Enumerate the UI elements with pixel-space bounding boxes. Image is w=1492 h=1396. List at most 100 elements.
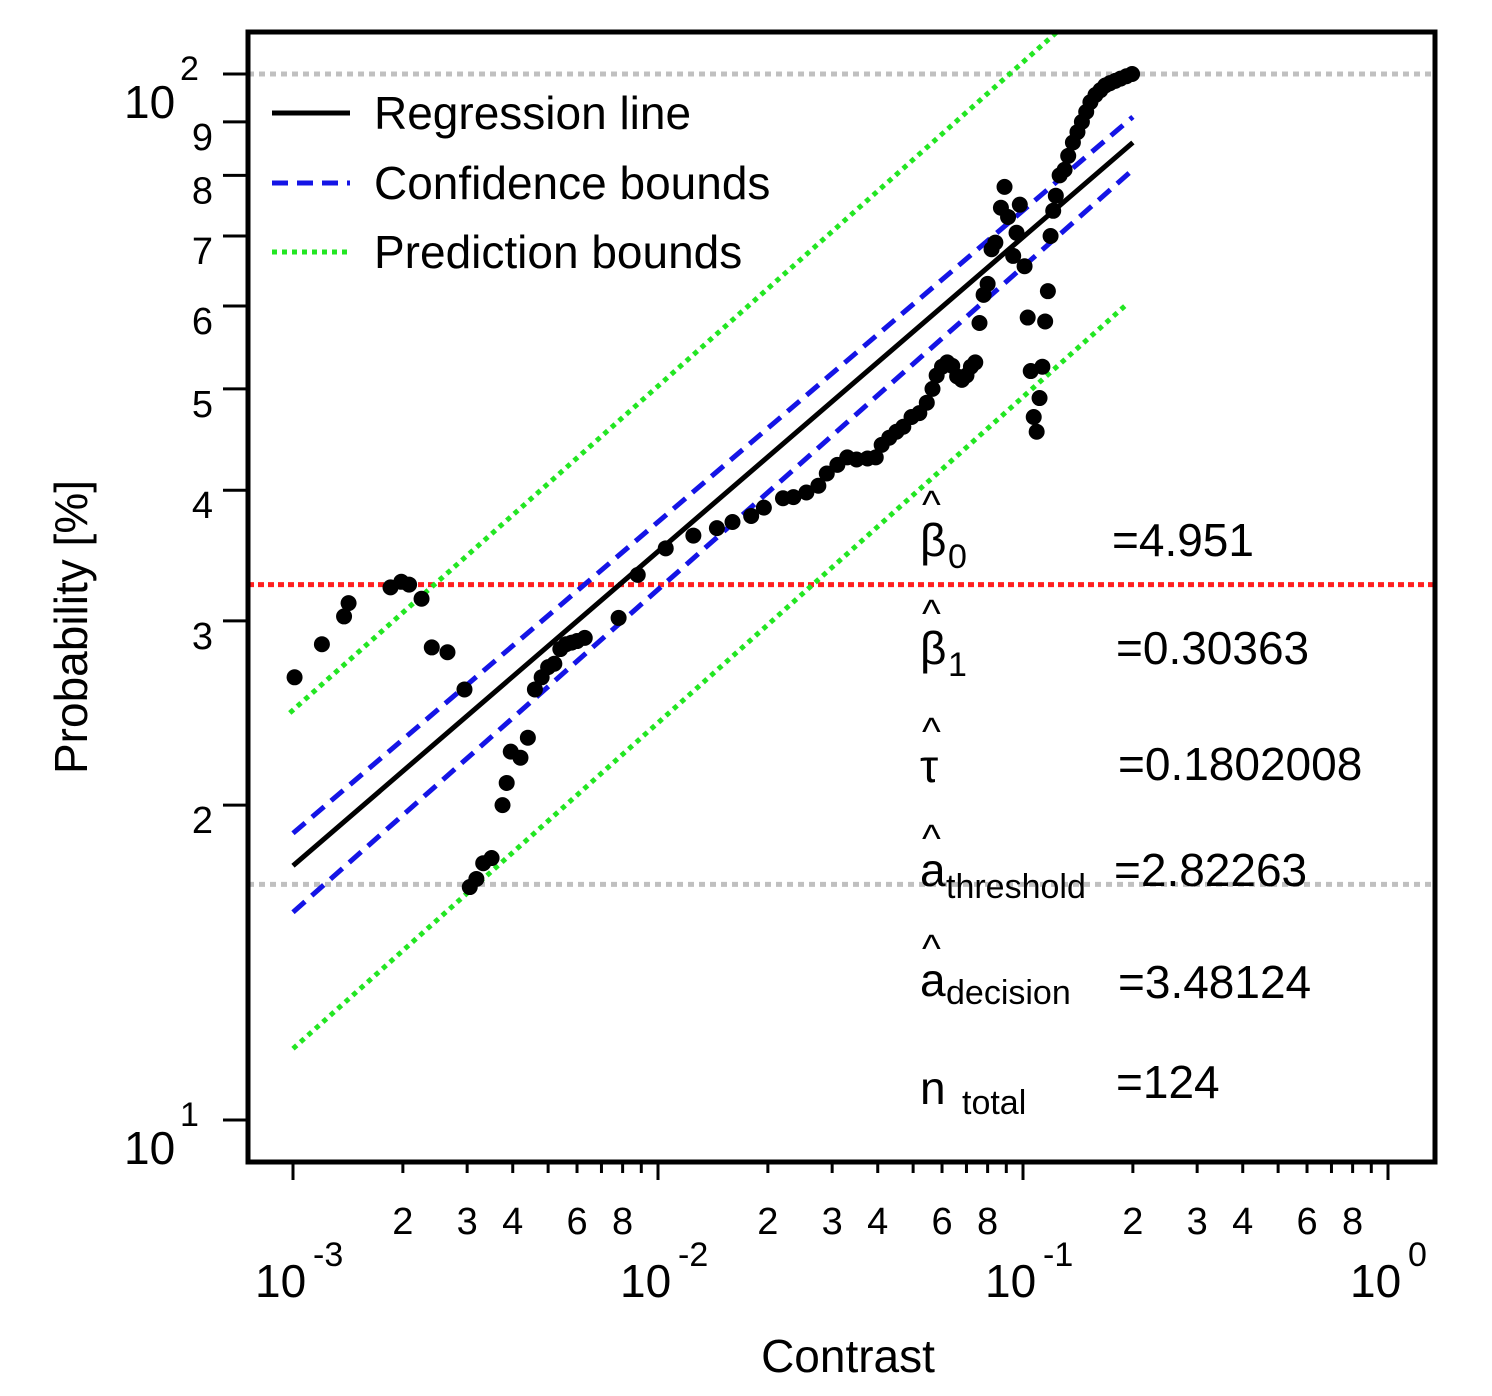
data-point-66 [979, 275, 996, 292]
confidence-lower-line [291, 167, 1135, 915]
data-point-88 [1056, 161, 1073, 178]
data-point-46 [867, 449, 884, 466]
data-point-35 [743, 507, 760, 524]
data-point-8 [423, 639, 440, 656]
data-point-74 [1011, 196, 1028, 213]
data-point-30 [629, 566, 646, 583]
data-point-18 [512, 749, 529, 766]
x-minor-label-1: 3 [457, 1201, 478, 1243]
beta0-symbol: β [920, 514, 946, 566]
data-point-12 [468, 870, 485, 887]
y-minor-label-6: 8 [192, 170, 213, 212]
x-minor-label-2: 4 [502, 1201, 523, 1243]
data-point-32 [685, 527, 702, 544]
x-minor-label-14: 8 [1342, 1201, 1363, 1243]
legend-label-regression: Regression line [374, 87, 691, 139]
beta1-subscript: 1 [948, 646, 967, 684]
data-point-80 [1031, 390, 1048, 407]
data-point-75 [1016, 258, 1033, 275]
data-point-31 [657, 540, 674, 557]
x-minor-label-8: 6 [931, 1201, 952, 1243]
x-minor-label-13: 6 [1296, 1201, 1317, 1243]
x-decade-exponent-3: 0 [1408, 1236, 1427, 1274]
tau-symbol: τ [920, 740, 938, 792]
a-decision-value: =3.48124 [1118, 956, 1311, 1008]
a-threshold-value: =2.82263 [1114, 844, 1307, 896]
regression-line [291, 140, 1135, 868]
data-point-6 [401, 576, 418, 593]
a-threshold-subscript: threshold [946, 868, 1086, 906]
data-point-72 [1005, 247, 1022, 264]
data-point-76 [1019, 309, 1036, 326]
y-axis-label: Probability [%] [45, 480, 97, 774]
y-decade-exponent-0: 1 [180, 1096, 199, 1134]
data-point-70 [996, 178, 1013, 195]
data-point-86 [1047, 187, 1064, 204]
data-point-85 [1045, 202, 1062, 219]
y-decade-exponent-1: 2 [180, 50, 199, 88]
data-point-89 [1060, 147, 1077, 164]
tau-value: =0.1802008 [1118, 738, 1362, 790]
x-axis: 10 -3 10 -2 10 -1 10 02 3 4 6 8 2 3 4 6 8 2 3 4 6 8 [255, 1162, 1427, 1307]
x-minor-label-7: 4 [867, 1201, 888, 1243]
y-minor-label-7: 9 [192, 117, 213, 159]
data-point-2 [336, 608, 353, 625]
data-point-79 [1028, 423, 1045, 440]
data-point-36 [755, 499, 772, 516]
x-minor-label-5: 2 [757, 1201, 778, 1243]
data-point-82 [1037, 313, 1054, 330]
data-point-9 [439, 644, 456, 661]
x-minor-label-3: 6 [566, 1201, 587, 1243]
data-point-29 [610, 609, 627, 626]
data-point-16 [498, 774, 515, 791]
x-decade-exponent-0: -3 [313, 1236, 343, 1274]
data-point-20 [526, 681, 543, 698]
beta0-value: =4.951 [1112, 514, 1254, 566]
beta0-subscript: 0 [948, 538, 967, 576]
x-minor-label-11: 3 [1187, 1201, 1208, 1243]
legend: Regression line Confidence bounds Predic… [272, 87, 770, 278]
y-minor-label-0: 2 [192, 800, 213, 842]
data-point-73 [1008, 224, 1025, 241]
fit-statistics: ^ β 0 =4.951 ^ β 1 =0.30363 ^ τ =0.18020… [920, 483, 1362, 1122]
y-minor-label-4: 6 [192, 301, 213, 343]
x-axis-label: Contrast [761, 1330, 935, 1382]
legend-label-prediction: Prediction bounds [374, 226, 742, 278]
data-point-33 [708, 520, 725, 537]
data-point-41 [818, 465, 835, 482]
y-minor-label-3: 5 [192, 384, 213, 426]
x-decade-label-0: 10 [255, 1255, 306, 1307]
a-threshold-hat: ^ [922, 817, 941, 861]
data-point-0 [286, 669, 303, 686]
data-point-23 [546, 655, 563, 672]
data-point-28 [576, 629, 593, 646]
data-point-54 [924, 380, 941, 397]
points-layer [286, 66, 1141, 896]
x-minor-label-9: 8 [977, 1201, 998, 1243]
a-decision-subscript: decision [946, 974, 1071, 1012]
beta1-hat: ^ [922, 592, 941, 636]
a-threshold-symbol: a [920, 844, 946, 896]
y-minor-label-1: 3 [192, 616, 213, 658]
x-decade-exponent-1: -2 [678, 1236, 708, 1274]
data-point-83 [1039, 283, 1056, 300]
data-point-39 [798, 484, 815, 501]
n-total-value: =124 [1116, 1056, 1220, 1108]
legend-label-confidence: Confidence bounds [374, 157, 770, 209]
data-point-7 [413, 590, 430, 607]
data-point-14 [483, 850, 500, 867]
data-point-102 [1124, 66, 1141, 82]
x-decade-label-1: 10 [620, 1255, 671, 1307]
data-point-64 [971, 315, 988, 332]
a-decision-symbol: a [920, 954, 946, 1006]
data-point-78 [1025, 408, 1042, 425]
data-point-84 [1042, 228, 1059, 245]
confidence-upper-line [291, 114, 1135, 836]
x-minor-label-6: 3 [822, 1201, 843, 1243]
data-point-19 [519, 729, 536, 746]
data-point-71 [1000, 208, 1017, 225]
data-point-38 [785, 489, 802, 506]
beta1-symbol: β [920, 622, 946, 674]
x-minor-label-0: 2 [392, 1201, 413, 1243]
